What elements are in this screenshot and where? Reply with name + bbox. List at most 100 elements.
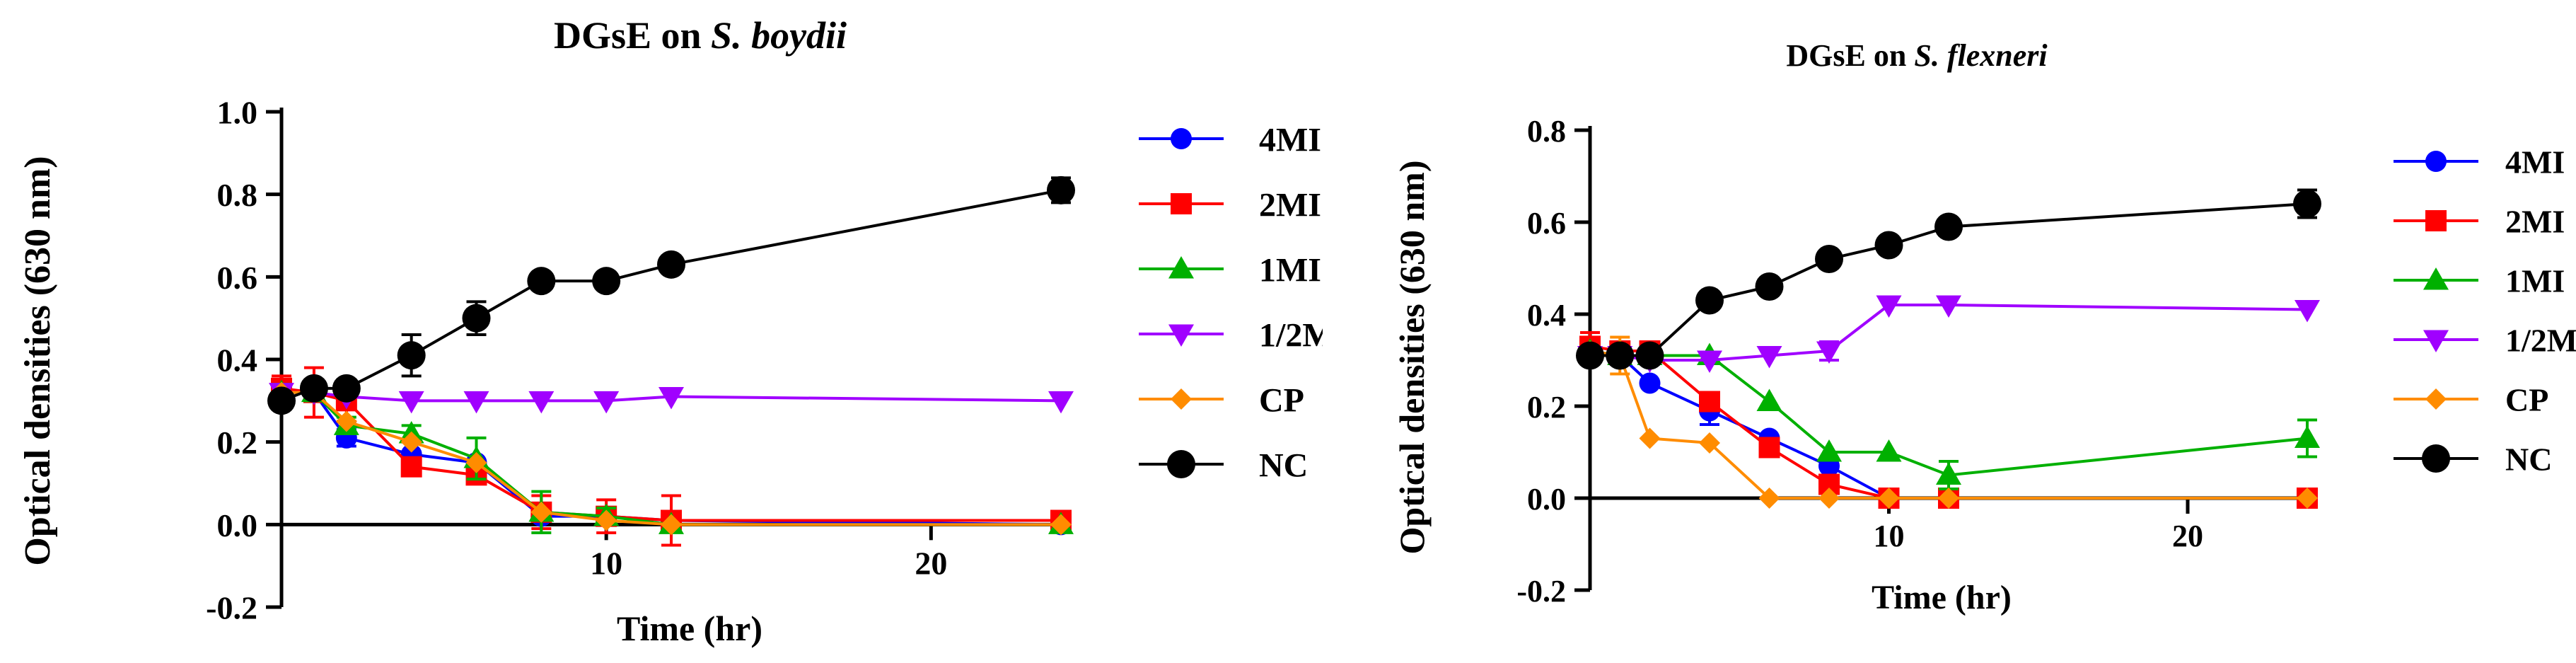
legend-flexneri: 4MI 2MI 1MI 1/2M CP NC xyxy=(2394,144,2576,478)
data-point xyxy=(1934,212,1963,241)
y-tick-label: 0.2 xyxy=(217,425,258,461)
y-axis-label-boydii: Optical densities (630 nm) xyxy=(18,156,58,565)
legend-label: 1/2M xyxy=(2505,323,2576,359)
x-tick-label: 10 xyxy=(590,545,622,581)
data-point xyxy=(661,514,682,536)
y-tick-label: 0.2 xyxy=(1527,390,1566,425)
legend-boydii: 4MI 2MI 1MI 1/2M CP NC xyxy=(1139,121,1335,484)
legend-marker xyxy=(1168,324,1194,347)
data-point xyxy=(1815,245,1843,273)
data-point xyxy=(658,387,684,410)
legend-label: CP xyxy=(1259,381,1304,419)
legend-marker xyxy=(2425,388,2447,410)
legend-label: 2MI xyxy=(1259,186,1321,224)
legend-marker xyxy=(1167,450,1195,478)
y-tick-label: 0.6 xyxy=(217,260,258,296)
y-axis-label-flexneri: Optical densities (630 nm) xyxy=(1392,161,1432,555)
data-point xyxy=(400,456,422,478)
series-nc xyxy=(267,175,1075,415)
legend-item: 4MI xyxy=(2394,144,2565,180)
data-point xyxy=(463,391,489,414)
data-point xyxy=(462,304,491,333)
y-tick-label: -0.2 xyxy=(1516,574,1566,609)
legend-marker xyxy=(2423,330,2449,352)
data-point xyxy=(1756,346,1782,369)
data-point xyxy=(397,341,426,370)
y-tick-label: -0.2 xyxy=(206,590,257,626)
y-tick-label: 0.0 xyxy=(217,507,258,543)
data-point xyxy=(1878,488,1900,509)
legend-item: 2MI xyxy=(2394,204,2565,240)
data-point xyxy=(1758,437,1780,459)
data-point xyxy=(1606,341,1635,370)
x-tick-label: 20 xyxy=(915,545,947,581)
y-tick-label: 1.0 xyxy=(217,95,258,131)
legend-item: 1MI xyxy=(1139,251,1321,289)
legend-marker xyxy=(2423,267,2449,290)
chart-boydii: DGsE on S. boydii Optical densities (630… xyxy=(18,14,1335,648)
legend-marker xyxy=(2425,151,2447,172)
data-point xyxy=(267,386,296,415)
legend-label: 1MI xyxy=(2505,263,2565,299)
legend-label: CP xyxy=(2505,382,2548,418)
data-point xyxy=(1876,295,1902,318)
y-tick-label: 0.4 xyxy=(217,342,258,379)
data-point xyxy=(1938,488,1959,509)
chart-title-flexneri: DGsE on S. flexneri xyxy=(1786,38,2048,73)
data-point xyxy=(1639,372,1661,394)
chart-title-boydii: DGsE on S. boydii xyxy=(554,14,847,57)
data-point xyxy=(1874,231,1903,260)
legend-item: NC xyxy=(1139,446,1308,484)
data-point xyxy=(2294,300,2320,323)
series-line xyxy=(1589,350,2308,477)
data-point xyxy=(1699,391,1720,413)
legend-label: 1/2M xyxy=(1259,316,1335,354)
legend-marker xyxy=(1171,128,1192,149)
legend-marker xyxy=(2422,444,2450,473)
data-point xyxy=(530,501,552,523)
data-point xyxy=(1699,432,1720,454)
data-point xyxy=(1639,427,1661,449)
data-point xyxy=(400,431,422,453)
legend-item: 2MI xyxy=(1139,186,1321,224)
data-point xyxy=(528,391,555,414)
y-tick-label: 0.8 xyxy=(1527,114,1566,149)
series-1-2mi xyxy=(269,383,1074,414)
data-point xyxy=(592,267,621,296)
x-tick-label: 20 xyxy=(2172,519,2203,553)
data-point xyxy=(527,267,556,296)
legend-marker xyxy=(1168,256,1194,279)
legend-marker xyxy=(1171,388,1192,410)
legend-item: NC xyxy=(2394,442,2552,478)
y-tick-label: 0.6 xyxy=(1527,206,1566,241)
data-point xyxy=(1697,350,1722,373)
legend-label: 2MI xyxy=(2505,204,2565,240)
legend-label: 4MI xyxy=(2505,144,2565,180)
x-tick-label: 10 xyxy=(1874,519,1905,553)
x-axis-label-boydii: Time (hr) xyxy=(617,609,762,648)
data-point xyxy=(1936,295,1961,318)
data-point xyxy=(1876,439,1902,462)
y-tick-label: 0.4 xyxy=(1527,298,1566,333)
data-point xyxy=(1050,514,1072,536)
data-point xyxy=(1695,286,1724,315)
legend-label: 4MI xyxy=(1259,121,1321,158)
x-axis-label-flexneri: Time (hr) xyxy=(1872,579,2012,616)
data-point xyxy=(657,250,685,279)
legend-item: 4MI xyxy=(1139,121,1321,158)
data-point xyxy=(593,391,620,414)
data-point xyxy=(2297,488,2318,509)
data-point xyxy=(1047,175,1075,204)
data-point xyxy=(1048,391,1074,414)
y-tick-label: 0.0 xyxy=(1527,482,1566,517)
plot-area-boydii: -0.2 0.0 0.2 0.4 0.6 0.8 1.0 10 20 xyxy=(206,95,1075,626)
legend-item: CP xyxy=(2394,382,2548,418)
legend-label: NC xyxy=(1259,446,1308,484)
data-point xyxy=(2294,425,2320,448)
legend-marker xyxy=(2425,210,2447,231)
data-point xyxy=(1756,388,1782,411)
data-point xyxy=(1635,341,1664,370)
legend-item: 1/2M xyxy=(2394,323,2576,359)
plot-area-flexneri: -0.2 0.0 0.2 0.4 0.6 0.8 10 20 xyxy=(1516,114,2321,609)
data-point xyxy=(2293,190,2321,218)
